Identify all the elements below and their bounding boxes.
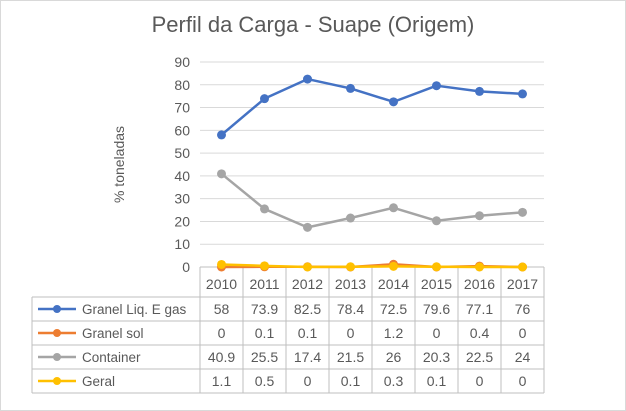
data-label: 0.5 — [255, 373, 275, 389]
legend-label: Granel sol — [82, 326, 144, 341]
data-label: 1.1 — [212, 373, 232, 389]
series-line — [220, 172, 523, 229]
legend-label: Geral — [82, 374, 115, 389]
data-point — [518, 262, 527, 272]
data-point — [432, 81, 441, 91]
x-tick-label: 2011 — [249, 276, 279, 292]
y-tick-label: 60 — [174, 122, 190, 138]
data-label: 0.3 — [384, 373, 404, 389]
y-tick-label: 40 — [174, 168, 190, 184]
data-label: 72.5 — [380, 301, 407, 317]
x-tick-label: 2010 — [206, 276, 237, 292]
y-tick-label: 10 — [174, 236, 190, 252]
data-label: 26 — [386, 349, 402, 365]
data-label: 0 — [304, 373, 312, 389]
data-point — [518, 89, 527, 99]
data-label: 0.1 — [427, 373, 447, 389]
y-tick-label: 90 — [174, 54, 190, 70]
legend-label: Granel Liq. E gas — [82, 302, 187, 317]
data-label: 76 — [515, 301, 531, 317]
data-point — [389, 203, 398, 213]
legend-key-marker — [53, 305, 61, 313]
x-tick-label: 2016 — [464, 276, 495, 292]
data-label: 17.4 — [294, 349, 321, 365]
data-label: 73.9 — [251, 301, 278, 317]
data-label: 0 — [519, 373, 527, 389]
data-point — [217, 169, 226, 179]
data-point — [260, 261, 269, 271]
data-label: 22.5 — [466, 349, 493, 365]
data-point — [346, 213, 355, 223]
data-point — [260, 204, 269, 214]
data-label: 79.6 — [423, 301, 450, 317]
data-point — [217, 259, 226, 269]
x-tick-label: 2012 — [292, 276, 323, 292]
data-point — [303, 262, 312, 272]
data-point — [346, 83, 355, 93]
legend-key-marker — [53, 329, 61, 337]
x-tick-label: 2015 — [421, 276, 452, 292]
data-point — [303, 74, 312, 84]
data-point — [432, 262, 441, 272]
data-label: 0 — [519, 325, 527, 341]
data-label: 58 — [214, 301, 230, 317]
data-label: 0.1 — [255, 325, 275, 341]
data-label: 0 — [347, 325, 355, 341]
data-point — [217, 130, 226, 140]
data-point — [260, 94, 269, 104]
data-label: 82.5 — [294, 301, 321, 317]
y-axis-label: % toneladas — [111, 126, 127, 203]
data-label: 20.3 — [423, 349, 450, 365]
data-point — [389, 261, 398, 271]
data-label: 78.4 — [337, 301, 364, 317]
series-line — [220, 77, 523, 136]
data-label: 0.1 — [341, 373, 361, 389]
data-point — [389, 97, 398, 107]
data-point — [518, 207, 527, 217]
data-label: 0.1 — [298, 325, 318, 341]
data-label: 0.4 — [470, 325, 490, 341]
y-tick-label: 0 — [182, 259, 190, 275]
series-line — [221, 263, 523, 269]
data-point — [432, 216, 441, 226]
legend-key-marker — [53, 353, 61, 361]
x-tick-label: 2017 — [507, 276, 538, 292]
data-point — [475, 86, 484, 96]
data-point — [303, 222, 312, 232]
data-label: 0 — [476, 373, 484, 389]
y-tick-label: 50 — [174, 145, 190, 161]
data-label: 21.5 — [337, 349, 364, 365]
x-tick-label: 2013 — [335, 276, 366, 292]
y-tick-label: 20 — [174, 213, 190, 229]
data-label: 0 — [218, 325, 226, 341]
x-tick-label: 2014 — [378, 276, 409, 292]
data-label: 25.5 — [251, 349, 278, 365]
legend-key-marker — [53, 377, 61, 385]
data-label: 1.2 — [384, 325, 404, 341]
data-label: 0 — [433, 325, 441, 341]
chart-title: Perfil da Carga - Suape (Origem) — [151, 12, 475, 37]
y-tick-label: 30 — [174, 191, 190, 207]
data-point — [475, 262, 484, 272]
data-label: 77.1 — [466, 301, 493, 317]
legend-label: Container — [82, 350, 141, 365]
data-label: 24 — [515, 349, 531, 365]
data-label: 40.9 — [208, 349, 235, 365]
data-point — [346, 262, 355, 272]
y-tick-label: 70 — [174, 100, 190, 116]
y-tick-label: 80 — [174, 77, 190, 93]
data-point — [475, 211, 484, 221]
